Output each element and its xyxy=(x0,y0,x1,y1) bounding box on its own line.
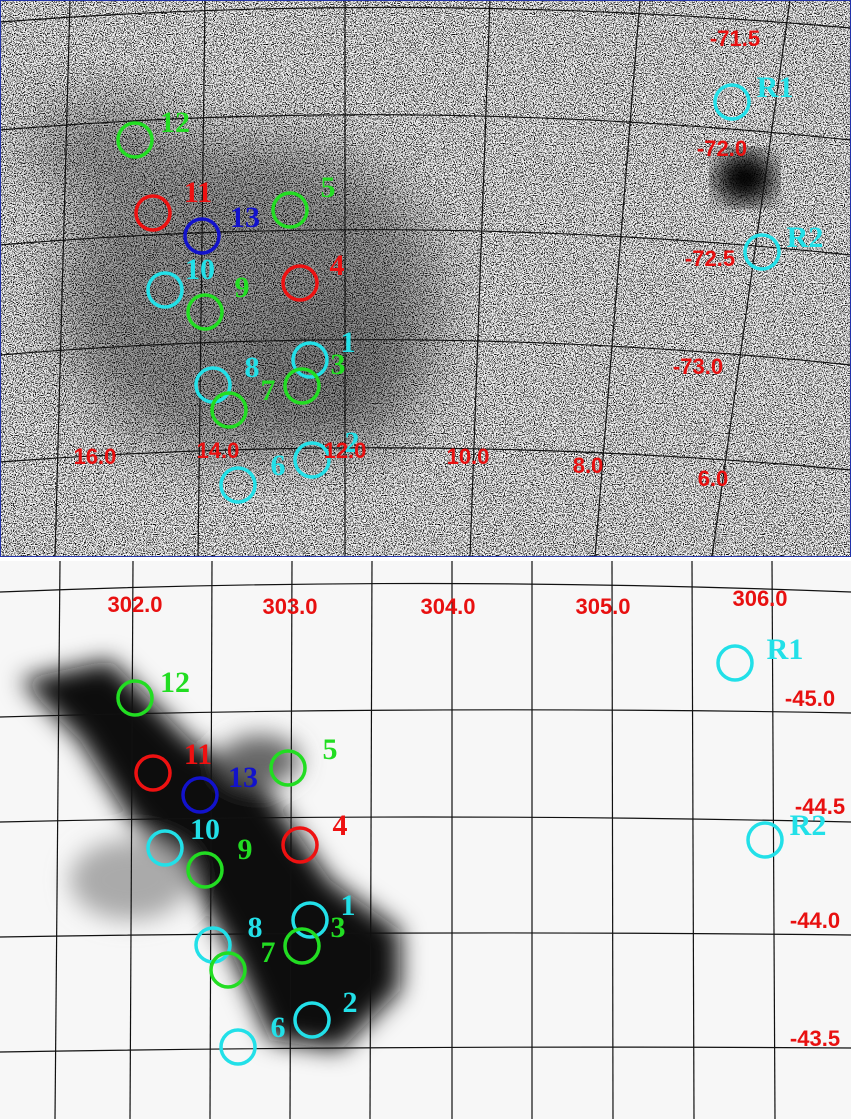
region-label: 6 xyxy=(271,449,286,482)
region-label: R1 xyxy=(767,633,804,666)
coordinate-label: -71.5 xyxy=(710,26,760,51)
region-label: 12 xyxy=(160,666,190,699)
region-label: 3 xyxy=(331,911,346,944)
region-label: 10 xyxy=(185,253,215,286)
coordinate-label: -43.5 xyxy=(790,1026,840,1051)
region-label: 5 xyxy=(323,733,338,766)
coordinate-label: 303.0 xyxy=(262,594,317,619)
region-label: R1 xyxy=(757,71,794,104)
region-label: 6 xyxy=(271,1011,286,1044)
coordinate-label: 16.0 xyxy=(74,444,117,469)
coordinate-label: 302.0 xyxy=(107,592,162,617)
region-label: 4 xyxy=(333,809,348,842)
region-label: 3 xyxy=(331,348,346,381)
region-label: 11 xyxy=(184,738,212,771)
coordinate-label: 305.0 xyxy=(575,594,630,619)
region-label: 9 xyxy=(238,833,253,866)
region-label: 10 xyxy=(190,813,220,846)
top-panel: 12111351094138726R1R2-71.5-72.0-72.5-73.… xyxy=(0,0,851,557)
coordinate-label: -44.0 xyxy=(790,908,840,933)
coordinate-label: -44.5 xyxy=(795,794,845,819)
region-label: R2 xyxy=(787,221,824,254)
region-label: 13 xyxy=(230,201,260,234)
region-label: 7 xyxy=(261,936,276,969)
figure: 12111351094138726R1R2-71.5-72.0-72.5-73.… xyxy=(0,0,851,1119)
coordinate-label: 10.0 xyxy=(447,444,490,469)
coordinate-label: -72.5 xyxy=(685,246,735,271)
region-label: 2 xyxy=(343,986,358,1019)
region-label: 5 xyxy=(321,171,336,204)
coordinate-label: -73.0 xyxy=(673,354,723,379)
coordinate-label: 12.0 xyxy=(324,438,367,463)
coordinate-label: 8.0 xyxy=(573,453,604,478)
coordinate-label: -72.0 xyxy=(697,136,747,161)
coordinate-label: 306.0 xyxy=(732,586,787,611)
region-label: 4 xyxy=(330,249,345,282)
region-label: 7 xyxy=(261,374,276,407)
region-label: 13 xyxy=(228,761,258,794)
coordinate-label: 14.0 xyxy=(197,438,240,463)
coordinate-label: -45.0 xyxy=(785,686,835,711)
region-label: 11 xyxy=(184,176,212,209)
region-label: 9 xyxy=(235,271,250,304)
region-label: 12 xyxy=(160,106,190,139)
coordinate-label: 6.0 xyxy=(698,466,729,491)
coordinate-label: 304.0 xyxy=(420,594,475,619)
region-label: 8 xyxy=(245,351,260,384)
